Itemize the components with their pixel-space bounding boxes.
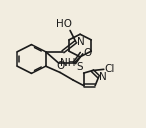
Text: N: N <box>99 72 107 82</box>
Text: O: O <box>83 48 91 58</box>
Text: NH: NH <box>60 58 75 68</box>
Text: Cl: Cl <box>104 64 115 74</box>
Text: N: N <box>77 37 84 47</box>
Text: O: O <box>56 61 64 71</box>
Text: HO: HO <box>56 19 72 29</box>
Text: S: S <box>76 62 83 72</box>
